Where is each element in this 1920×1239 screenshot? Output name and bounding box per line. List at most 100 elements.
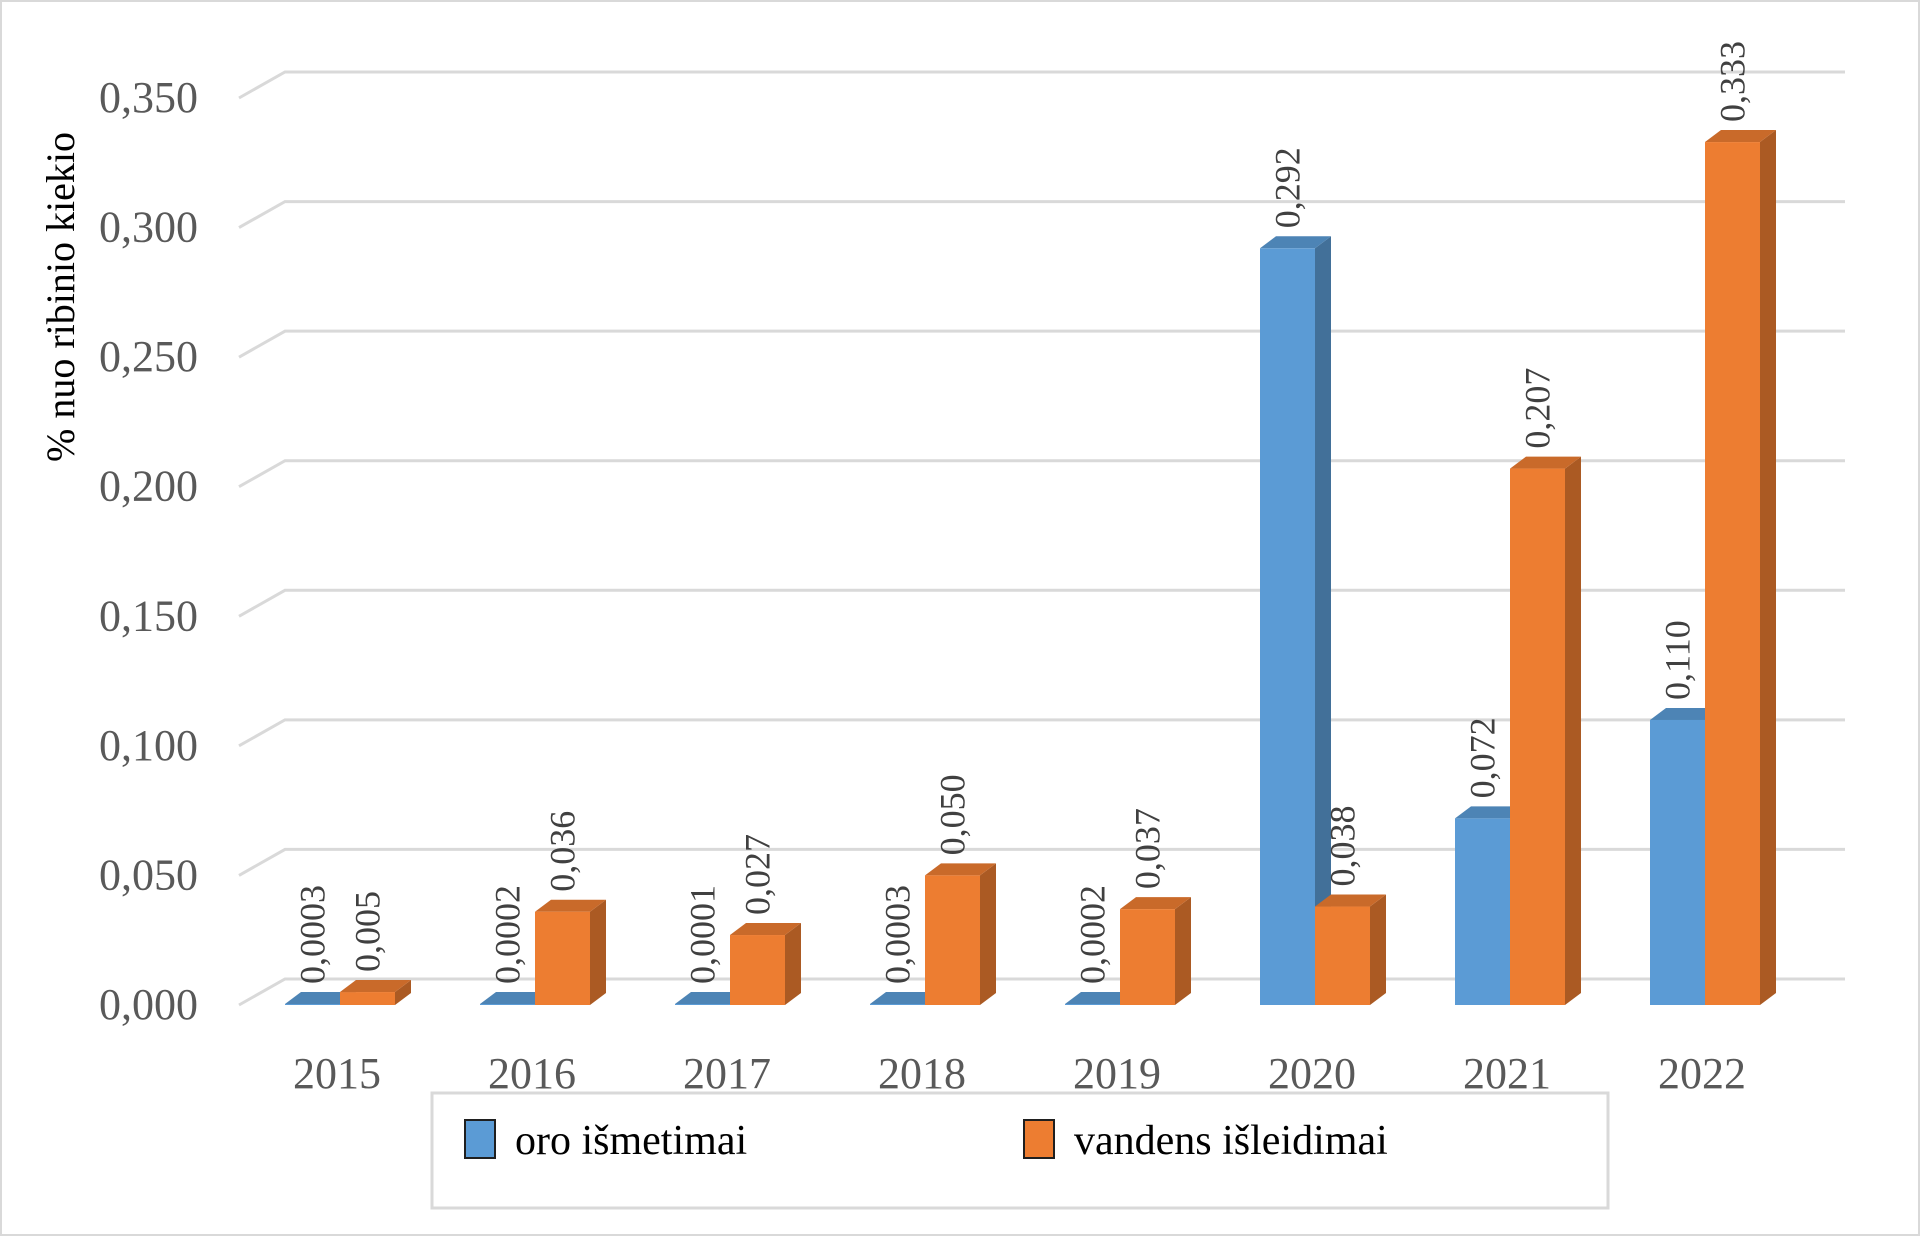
x-tick-label: 2022 [1658,1049,1746,1098]
data-label: 0,038 [1323,806,1363,887]
y-tick-label: 0,150 [99,591,198,640]
bar-front [1510,468,1565,1005]
gridline [238,70,1845,100]
x-axis-categories: 2015 2016 2017 2018 2019 2020 2021 2022 [293,1049,1746,1098]
x-tick-label: 2018 [878,1049,966,1098]
grid-lines [238,70,1845,1007]
y-axis-ticks: 0,000 0,050 0,100 0,150 0,200 0,250 0,300 0,350 [99,73,198,1029]
gridline [238,459,1845,489]
bar-vandens-2015 [340,980,411,1005]
data-label: 0,0001 [683,885,723,984]
gridline [238,718,1845,748]
data-label: 0,207 [1518,368,1558,449]
y-tick-label: 0,300 [99,203,198,252]
bar-vandens-2020 [1315,894,1386,1005]
y-tick-label: 0,100 [99,721,198,770]
bar-front [285,1004,340,1005]
data-labels: 0,0003 0,005 0,0002 0,036 0,0001 0,027 0,0003 0… [293,41,1753,984]
bar-top [1705,130,1776,143]
data-label: 0,110 [1658,620,1698,700]
gridline [238,329,1845,359]
legend-label-vandens: vandens išleidimai [1074,1118,1388,1164]
bar-top [340,980,411,993]
bar-side [1175,897,1191,1005]
bar-front [1650,719,1705,1005]
bar-vandens-2018 [925,863,996,1005]
data-label: 0,037 [1128,808,1168,889]
bar-side [395,980,411,1005]
bar-side [1370,894,1386,1005]
legend-swatch-oro [464,1119,496,1159]
bar-side [1760,130,1776,1005]
legend-swatch-vandens [1023,1119,1055,1159]
gridline [238,847,1845,877]
y-tick-label: 0,200 [99,462,198,511]
bar-side [590,899,606,1005]
bar-front [1455,818,1510,1005]
x-tick-label: 2021 [1463,1049,1551,1098]
y-tick-label: 0,350 [99,73,198,122]
gridline [238,200,1845,229]
bar-front [1705,142,1760,1005]
bar-front [480,1004,535,1005]
bar-side [785,923,801,1005]
bar-vandens-2021 [1510,456,1581,1005]
y-tick-label: 0,050 [99,850,198,899]
bar-front [1120,909,1175,1005]
bar-top [535,899,606,912]
x-tick-label: 2016 [488,1049,576,1098]
bar-top [1260,236,1331,249]
data-label: 0,027 [738,834,778,915]
bar-vandens-2016 [535,899,606,1005]
bar-top [870,992,941,1004]
y-tick-label: 0,000 [99,980,198,1029]
x-tick-label: 2015 [293,1049,381,1098]
bar-top [925,863,996,876]
bar-top [675,992,746,1004]
bar-front [1065,1004,1120,1005]
bar-top [480,992,551,1004]
bar-oro-2020 [1260,236,1331,1005]
data-label: 0,036 [543,811,583,892]
data-label: 0,050 [933,774,973,855]
gridline [238,588,1845,618]
bar-top [1650,707,1721,720]
bar-vandens-2019 [1120,897,1191,1005]
bar-top [1315,894,1386,907]
bar-front [730,935,785,1005]
bars [285,130,1776,1005]
x-tick-label: 2017 [683,1049,771,1098]
bar-top [1065,992,1136,1004]
legend-box [430,1091,1610,1210]
x-tick-label: 2020 [1268,1049,1356,1098]
x-tick-label: 2019 [1073,1049,1161,1098]
legend: oro išmetimai vandens išleidimai [430,1091,1610,1210]
bar-front [1260,248,1315,1005]
bar-front [535,911,590,1005]
bar-front [925,875,980,1005]
bar-vandens-2022 [1705,130,1776,1005]
bar-top [1455,806,1526,819]
bar-front [675,1004,730,1005]
y-tick-label: 0,250 [99,332,198,381]
bar-side [1315,236,1331,1005]
data-label: 0,005 [348,891,388,972]
bar-top [1510,456,1581,469]
bar-top [1120,897,1191,910]
bar-front [340,992,395,1005]
data-label: 0,072 [1463,717,1503,798]
bar-front [870,1004,925,1005]
bar-top [285,992,356,1004]
data-label: 0,333 [1713,41,1753,122]
y-axis-title: % nuo ribinio kiekio [38,132,83,462]
data-label: 0,0003 [878,885,918,984]
data-label: 0,0002 [488,885,528,984]
gridline [238,977,1845,1007]
data-label: 0,0003 [293,885,333,984]
bar-front [1315,906,1370,1005]
bar-vandens-2017 [730,923,801,1005]
bar-top [730,923,801,936]
legend-label-oro: oro išmetimai [515,1118,747,1164]
